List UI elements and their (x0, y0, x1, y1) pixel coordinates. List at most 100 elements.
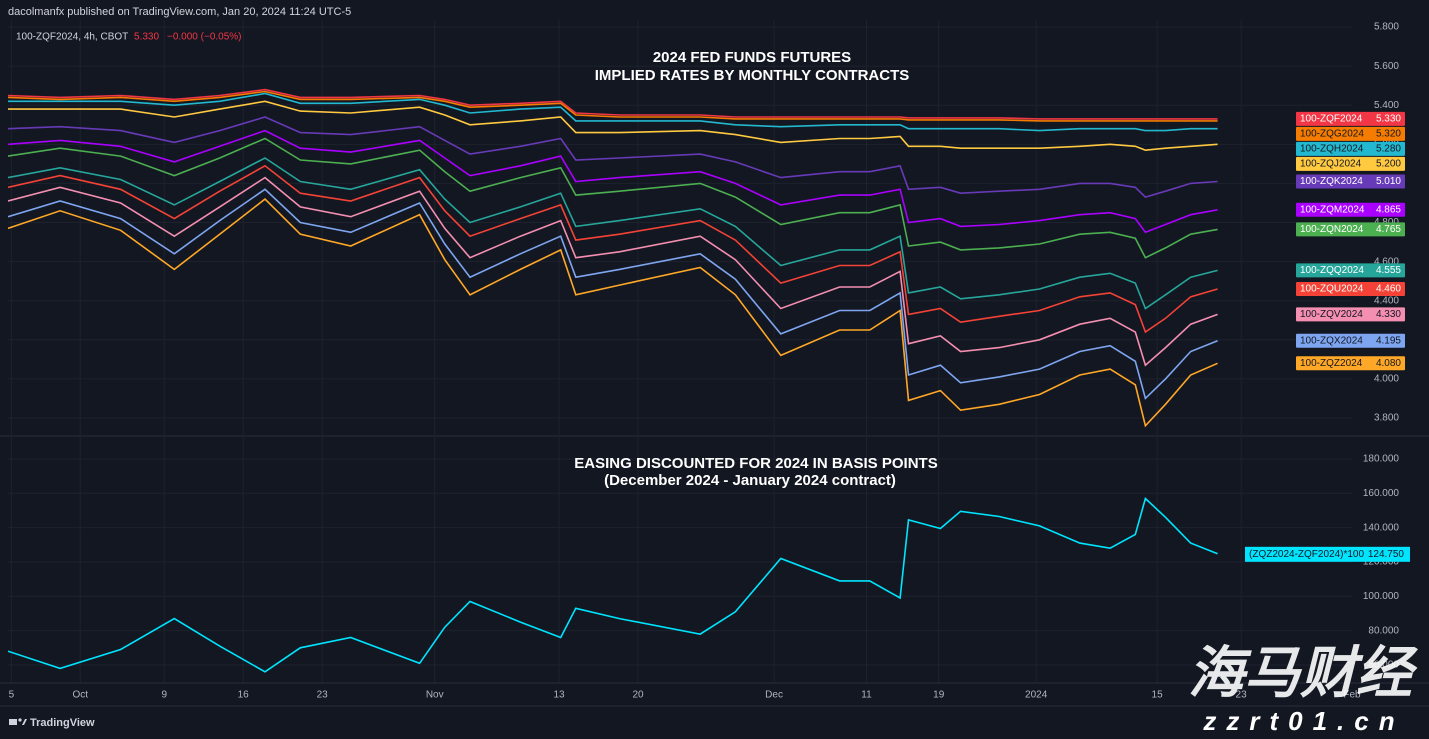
logo-block (9, 719, 17, 725)
series-line (8, 176, 1218, 367)
y-tick-label: 100.000 (1363, 591, 1400, 602)
series-label-box (1296, 174, 1405, 189)
series-label-box (1296, 307, 1405, 322)
series-label-value: 5.280 (1376, 144, 1401, 155)
logo-slash (22, 719, 27, 725)
y-tick-label: 180.000 (1363, 454, 1400, 465)
series-line (8, 100, 1218, 152)
legend-change: −0.000 (−0.05%) (167, 32, 242, 43)
x-tick-label: 13 (553, 690, 565, 701)
y-tick-label: 4.000 (1374, 374, 1399, 385)
series-label-name: 100-ZQH2024 (1300, 144, 1364, 155)
series-label-box (1296, 281, 1405, 296)
series-label-value: 4.460 (1376, 284, 1401, 295)
series-label-value: 4.865 (1376, 204, 1401, 215)
series-label-value: 5.330 (1376, 114, 1401, 125)
y-tick-label: 5.600 (1374, 61, 1399, 72)
footer-logo (9, 718, 27, 725)
y-tick-label: 5.800 (1374, 22, 1399, 33)
label-layer: 100-ZQF2024 5.330 100-ZQG2024 5.320 100-ZQH2… (1245, 111, 1410, 562)
series-label-box (1296, 126, 1405, 141)
x-tick-label: Feb (1343, 690, 1361, 701)
series-label-value: 4.080 (1376, 358, 1401, 369)
top-title: 2024 FED FUNDS FUTURES (653, 49, 851, 66)
legend-price: 5.330 (134, 32, 159, 43)
series-label-value: 4.330 (1376, 309, 1401, 320)
watermark-text: 海马财经 (1188, 641, 1418, 704)
y-tick-label: 160.000 (1363, 488, 1400, 499)
series-label-box (1296, 141, 1405, 156)
series-label-name: 100-ZQU2024 (1300, 284, 1364, 295)
series-label-name: 100-ZQQ2024 (1300, 265, 1364, 276)
x-tick-label: 15 (1152, 690, 1164, 701)
author-line: dacolmanfx published on TradingView.com,… (8, 6, 351, 18)
legend-symbol: 100-ZQF2024, 4h, CBOT (16, 32, 128, 43)
series-label-value: 4.555 (1376, 265, 1401, 276)
series-line (8, 164, 1218, 334)
series-label-value: 124.750 (1368, 549, 1405, 560)
series-line (8, 88, 1218, 120)
series-label-name: 100-ZQX2024 (1300, 335, 1363, 346)
series-line (8, 497, 1218, 673)
series-label-box (1296, 202, 1405, 217)
series-label-value: 5.200 (1376, 159, 1401, 170)
series-label-box (1296, 333, 1405, 348)
x-tick-label: 23 (1236, 690, 1248, 701)
y-tick-label: 5.400 (1374, 100, 1399, 111)
x-tick-label: 19 (933, 690, 945, 701)
y-tick-label: 4.400 (1374, 295, 1399, 306)
series-label-name: 100-ZQN2024 (1300, 224, 1364, 235)
series-label-name: 100-ZQJ2024 (1300, 159, 1362, 170)
x-tick-label: Oct (72, 690, 88, 701)
x-tick-label: Nov (426, 690, 444, 701)
series-line (8, 137, 1218, 259)
x-tick-label: 2024 (1025, 690, 1048, 701)
logo-dot (18, 718, 22, 722)
series-label-name: 100-ZQV2024 (1300, 309, 1363, 320)
series-label-box (1296, 263, 1405, 278)
x-tick-label: Dec (765, 690, 783, 701)
series-line (8, 157, 1218, 310)
series-label-box (1296, 111, 1405, 126)
x-tick-label: 9 (161, 690, 167, 701)
x-tick-label: 16 (238, 690, 250, 701)
series-label-box (1245, 546, 1410, 562)
series-line (8, 198, 1218, 428)
series-label-name: 100-ZQG2024 (1300, 129, 1364, 140)
top-subtitle: IMPLIED RATES BY MONTHLY CONTRACTS (595, 67, 909, 84)
x-tick-label: 5 (9, 690, 15, 701)
series-label-name: 100-ZQZ2024 (1300, 358, 1363, 369)
footer-brand: TradingView (30, 717, 95, 729)
x-tick-label: 11 (861, 690, 872, 701)
series-label-box (1296, 356, 1405, 371)
series-line (8, 129, 1218, 234)
series-line (8, 92, 1218, 132)
series-label-name: 100-ZQM2024 (1300, 204, 1365, 215)
x-tick-label: 23 (317, 690, 329, 701)
x-tick-label: 20 (632, 690, 644, 701)
series-label-name: 100-ZQF2024 (1300, 114, 1363, 125)
series-label-box (1296, 222, 1405, 237)
series-line (8, 90, 1218, 122)
y-tick-label: 140.000 (1363, 522, 1400, 533)
y-tick-label: 120.000 (1363, 557, 1400, 568)
series-label-value: 4.195 (1376, 335, 1401, 346)
series-label-box (1296, 156, 1405, 171)
y-tick-label: 80.000 (1368, 625, 1399, 636)
series-line (8, 116, 1218, 198)
series-label-value: 5.010 (1376, 176, 1401, 187)
series-line (8, 188, 1218, 400)
bottom-title: EASING DISCOUNTED FOR 2024 IN BASIS POIN… (574, 455, 937, 472)
y-tick-label: 3.800 (1374, 413, 1399, 424)
bottom-subtitle: (December 2024 - January 2024 contract) (604, 472, 896, 489)
series-label-value: 5.320 (1376, 129, 1401, 140)
series-label-name: 100-ZQK2024 (1300, 176, 1363, 187)
y-tick-label: 60.000 (1368, 660, 1399, 671)
y-tick-label: 4.600 (1374, 256, 1399, 267)
watermark-url: zzrt01.cn (1202, 706, 1404, 736)
series-label-value: 4.765 (1376, 224, 1401, 235)
series-layer (8, 88, 1218, 673)
series-label-name: (ZQZ2024-ZQF2024)*100 (1249, 549, 1364, 560)
